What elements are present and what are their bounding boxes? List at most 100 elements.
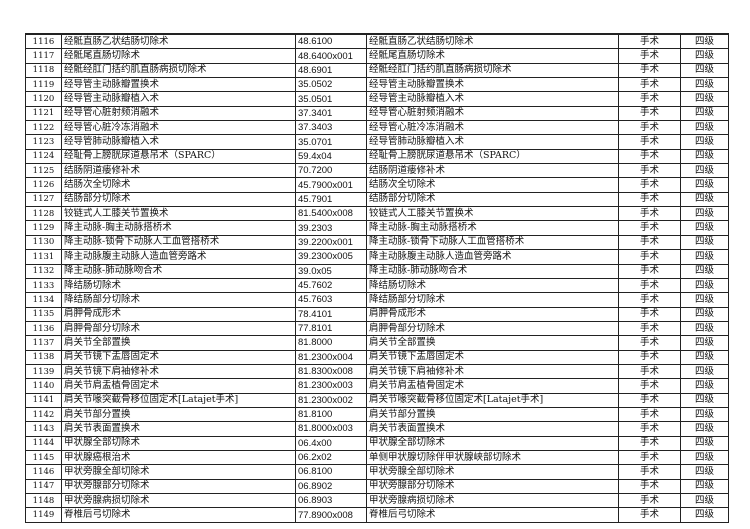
level-cell: 四级 (680, 435, 729, 451)
category-cell: 手术 (618, 363, 681, 380)
row-number-cell: 1147 (25, 478, 62, 495)
table-row: 1128 铰链式人工膝关节置换术 81.5400x008 铰链式人工膝关节置换术 手术四… (25, 206, 729, 222)
category-cell: 手术 (618, 292, 681, 308)
standard-procedure-name-cell: 肩关节表面置换术 (366, 421, 619, 437)
row-number-cell: 1120 (25, 91, 62, 107)
level-cell: 四级 (680, 148, 729, 165)
table-row: 1145 甲状腺癌根治术 06.2x02 单侧甲状腺切除伴甲状腺峡部切除术 手术 四级 (25, 449, 729, 466)
procedure-code-cell: 77.8900x008 (295, 507, 367, 523)
procedure-name-cell: 甲状腺全部切除术 (61, 435, 296, 451)
category-cell: 手术 (618, 349, 681, 365)
procedure-name-cell: 经骶尾直肠切除术 (61, 48, 296, 64)
procedure-name-cell: 经导管主动脉瓣置换术 (61, 77, 296, 93)
standard-procedure-name-cell: 经骶直肠乙状结肠切除术 (366, 33, 619, 50)
row-number-cell: 1145 (25, 449, 62, 466)
category-cell: 手术 (618, 33, 681, 50)
category-cell: 手术 (618, 478, 681, 495)
standard-procedure-name-cell: 经耻骨上膀胱尿道悬吊术（SPARC） (366, 148, 619, 165)
level-cell: 四级 (680, 492, 729, 509)
category-cell: 手术 (618, 392, 681, 408)
table-row: 1139 肩关节镜下肩袖修补术 81.8300x008 肩关节镜下肩袖修补术 手术 四级 (25, 363, 729, 380)
procedure-code-cell: 81.2300x002 (295, 392, 367, 408)
procedure-name-cell: 肩胛骨部分切除术 (61, 320, 296, 337)
standard-procedure-name-cell: 经骶经肛门括约肌直肠病损切除术 (366, 62, 619, 79)
table-row: 1123 经导管肺动脉瓣植入术 35.0701 经导管肺动脉瓣植入术 手术 四级 (25, 134, 729, 150)
procedure-code-cell: 48.6901 (295, 62, 367, 79)
table-row: 1117 经骶尾直肠切除术 48.6400x001 经骶尾直肠切除术 手术 四级 (25, 48, 729, 64)
row-number-cell: 1133 (25, 277, 62, 294)
standard-procedure-name-cell: 经导管心脏冷冻消融术 (366, 120, 619, 136)
standard-procedure-name-cell: 降主动脉-胸主动脉搭桥术 (366, 220, 619, 236)
standard-procedure-name-cell: 经骶尾直肠切除术 (366, 48, 619, 64)
table-row: 1116 经骶直肠乙状结肠切除术 48.6100 经骶直肠乙状结肠切除术 手术 四级 (25, 33, 729, 50)
level-cell: 四级 (680, 378, 729, 394)
row-number-cell: 1146 (25, 464, 62, 480)
procedure-name-cell: 降主动脉-锁骨下动脉人工血管搭桥术 (61, 234, 296, 251)
level-cell: 四级 (680, 320, 729, 337)
procedure-name-cell: 经耻骨上膀胱尿道悬吊术（SPARC） (61, 148, 296, 165)
level-cell: 四级 (680, 363, 729, 380)
level-cell: 四级 (680, 33, 729, 50)
procedure-name-cell: 经骶直肠乙状结肠切除术 (61, 33, 296, 50)
category-cell: 手术 (618, 48, 681, 64)
procedure-code-cell: 35.0701 (295, 134, 367, 150)
table-row: 1146 甲状旁腺全部切除术 06.8100 甲状旁腺全部切除术 手术 四级 (25, 464, 729, 480)
level-cell: 四级 (680, 478, 729, 495)
category-cell: 手术 (618, 435, 681, 451)
standard-procedure-name-cell: 降主动脉-肺动脉吻合术 (366, 263, 619, 279)
procedure-code-cell: 77.8101 (295, 320, 367, 337)
procedure-code-cell: 45.7603 (295, 292, 367, 308)
table-row: 1124 经耻骨上膀胱尿道悬吊术（SPARC） 59.4x04 经耻骨上膀胱尿道悬吊术… (25, 148, 729, 165)
standard-procedure-name-cell: 结肠部分切除术 (366, 191, 619, 208)
level-cell: 四级 (680, 263, 729, 279)
category-cell: 手术 (618, 134, 681, 150)
category-cell: 手术 (618, 306, 681, 322)
standard-procedure-name-cell: 肩关节镜下盂唇固定术 (366, 349, 619, 365)
standard-procedure-name-cell: 肩胛骨部分切除术 (366, 320, 619, 337)
procedure-code-cell: 06.4x00 (295, 435, 367, 451)
category-cell: 手术 (618, 492, 681, 509)
row-number-cell: 1126 (25, 177, 62, 193)
row-number-cell: 1129 (25, 220, 62, 236)
row-number-cell: 1143 (25, 421, 62, 437)
standard-procedure-name-cell: 结肠阴道瘘修补术 (366, 163, 619, 179)
procedure-code-cell: 39.2200x001 (295, 234, 367, 251)
standard-procedure-name-cell: 降结肠部分切除术 (366, 292, 619, 308)
level-cell: 四级 (680, 48, 729, 64)
procedure-code-cell: 78.4101 (295, 306, 367, 322)
procedure-name-cell: 经导管心脏冷冻消融术 (61, 120, 296, 136)
procedure-name-cell: 肩关节镜下肩袖修补术 (61, 363, 296, 380)
procedure-code-cell: 39.0x05 (295, 263, 367, 279)
category-cell: 手术 (618, 507, 681, 523)
standard-procedure-name-cell: 经导管心脏射频消融术 (366, 105, 619, 122)
procedure-name-cell: 结肠阴道瘘修补术 (61, 163, 296, 179)
table-row: 1137 肩关节全部置换 81.8000 肩关节全部置换 手术 四级 (25, 335, 729, 351)
table-row: 1143 肩关节表面置换术 81.8000x003 肩关节表面置换术 手术 四级 (25, 421, 729, 437)
row-number-cell: 1144 (25, 435, 62, 451)
row-number-cell: 1138 (25, 349, 62, 365)
category-cell: 手术 (618, 62, 681, 79)
row-number-cell: 1141 (25, 392, 62, 408)
procedure-name-cell: 甲状旁腺全部切除术 (61, 464, 296, 480)
table-row: 1129 降主动脉-胸主动脉搭桥术 39.2303 降主动脉-胸主动脉搭桥术 手术 四级 (25, 220, 729, 236)
standard-procedure-name-cell: 经导管主动脉瓣置换术 (366, 77, 619, 93)
level-cell: 四级 (680, 507, 729, 523)
table-row: 1148 甲状旁腺病损切除术 06.8903 甲状旁腺病损切除术 手术 四级 (25, 492, 729, 509)
table-row: 1127 结肠部分切除术 45.7901 结肠部分切除术 手术 四级 (25, 191, 729, 208)
procedure-code-cell: 45.7900x001 (295, 177, 367, 193)
row-number-cell: 1116 (25, 33, 62, 50)
category-cell: 手术 (618, 120, 681, 136)
standard-procedure-name-cell: 甲状腺全部切除术 (366, 435, 619, 451)
table-row: 1141 肩关节喙突截骨移位固定术[Latajet手术] 81.2300x002 肩关… (25, 392, 729, 408)
table-row: 1144 甲状腺全部切除术 06.4x00 甲状腺全部切除术 手术 四级 (25, 435, 729, 451)
procedure-code-cell: 39.2303 (295, 220, 367, 236)
procedure-code-cell: 59.4x04 (295, 148, 367, 165)
standard-procedure-name-cell: 肩关节镜下肩袖修补术 (366, 363, 619, 380)
row-number-cell: 1127 (25, 191, 62, 208)
level-cell: 四级 (680, 249, 729, 265)
standard-procedure-name-cell: 降主动脉-锁骨下动脉人工血管搭桥术 (366, 234, 619, 251)
procedure-code-cell: 48.6400x001 (295, 48, 367, 64)
category-cell: 手术 (618, 91, 681, 107)
category-cell: 手术 (618, 220, 681, 236)
row-number-cell: 1135 (25, 306, 62, 322)
